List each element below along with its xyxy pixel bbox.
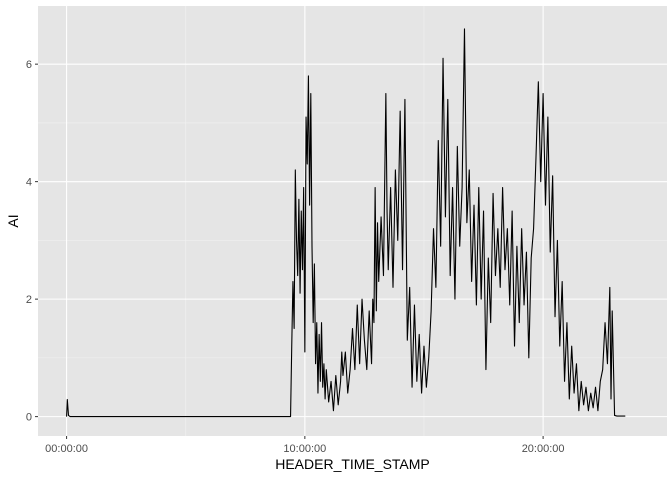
- x-axis-title: HEADER_TIME_STAMP: [275, 456, 430, 472]
- x-axis: 00:00:00 10:00:00 20:00:00: [45, 436, 565, 455]
- plot-panel: [38, 6, 667, 436]
- y-tick-label: 0: [26, 412, 32, 424]
- y-tick-label: 6: [26, 59, 32, 71]
- x-tick-label: 20:00:00: [522, 443, 565, 455]
- series-line: [66, 28, 626, 418]
- y-axis-title: AI: [5, 214, 21, 227]
- minor-gridlines: [38, 6, 667, 436]
- y-tick-label: 2: [26, 294, 32, 306]
- y-tick-label: 4: [26, 177, 32, 189]
- y-axis: 0 2 4 6: [26, 59, 38, 424]
- x-tick-label: 00:00:00: [45, 443, 88, 455]
- x-tick-label: 10:00:00: [283, 443, 326, 455]
